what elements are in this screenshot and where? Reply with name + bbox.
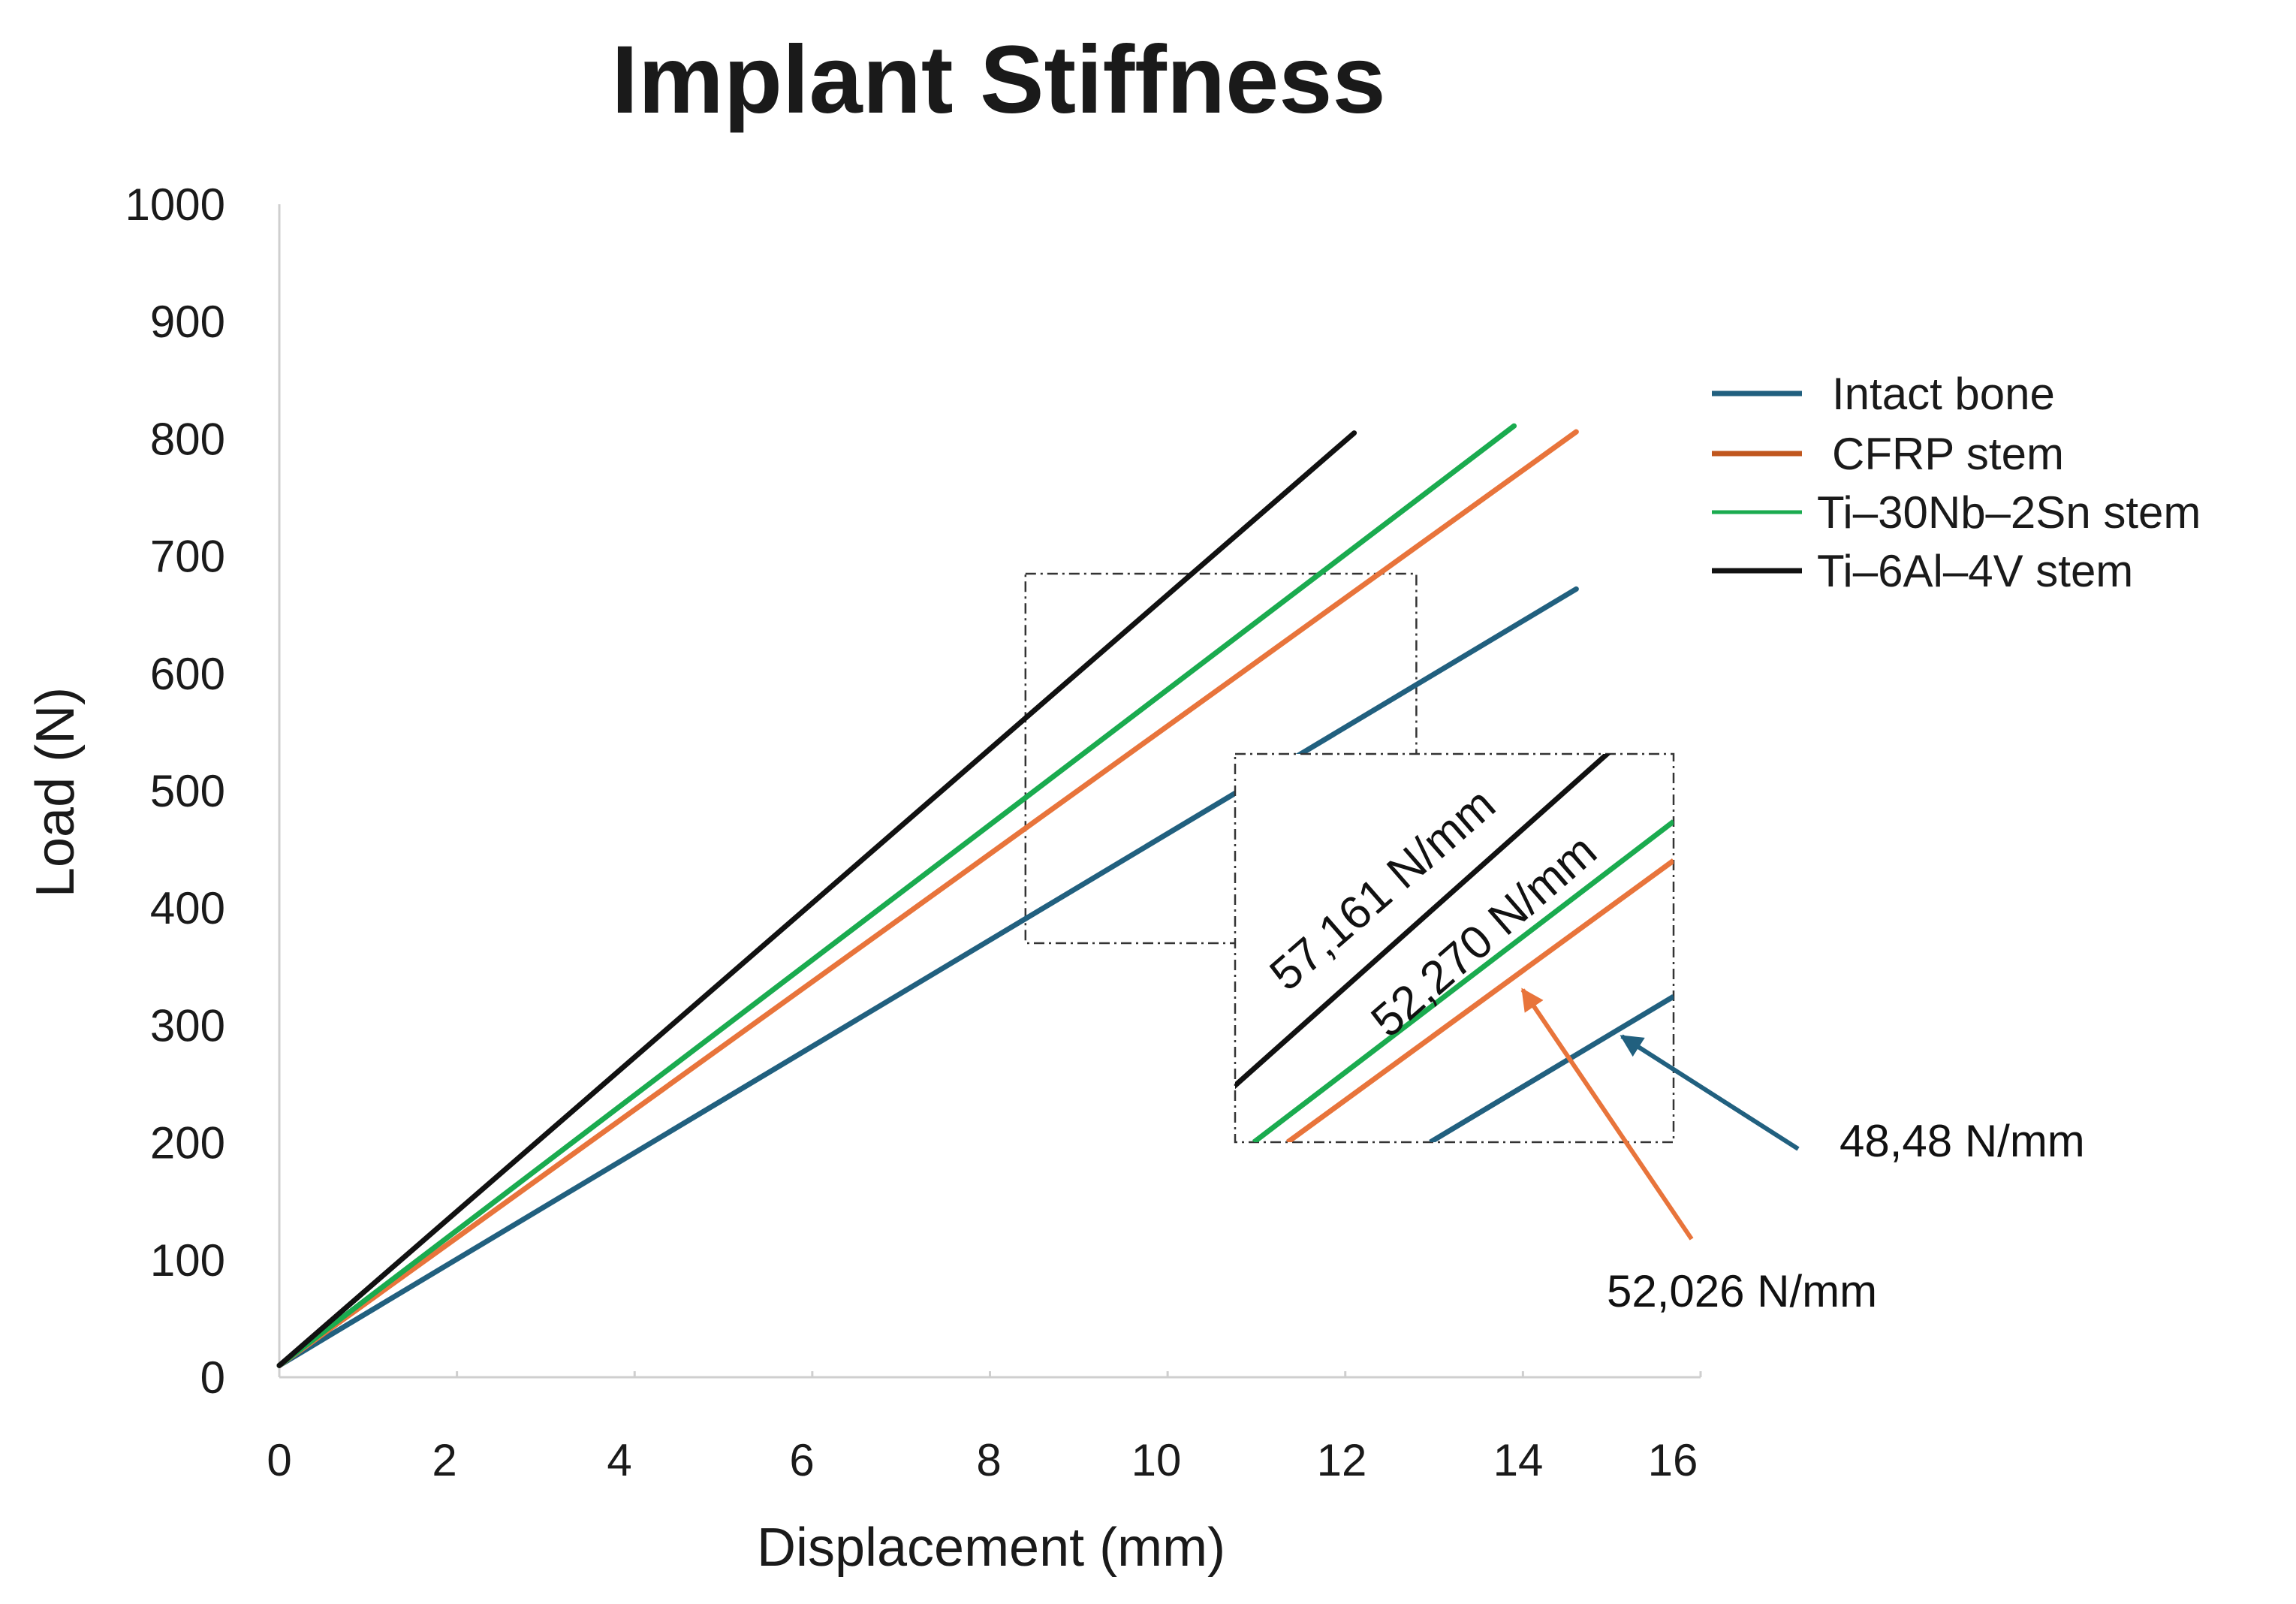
legend-label-3: Ti–6Al–4V stem	[1817, 546, 2133, 596]
axes: 0 100 200 300 400 500 600 700 800 900 1000 0 2 4 6 8 10 1…	[125, 179, 1702, 1485]
cfrp-stiffness-label: 52,026 N/mm	[1607, 1266, 1877, 1316]
x-tick-label: 10	[1131, 1435, 1182, 1485]
inset-lines	[1235, 754, 1674, 1142]
y-tick-label: 400	[150, 883, 225, 933]
y-tick-label: 600	[150, 649, 225, 699]
legend-label-0: Intact bone	[1832, 369, 2055, 419]
legend-label-2: Ti–30Nb–2Sn stem	[1817, 487, 2201, 538]
y-tick-label: 1000	[125, 179, 225, 230]
y-tick-label: 300	[150, 1000, 225, 1051]
y-tick-label: 500	[150, 766, 225, 816]
intact-bone-arrow	[1620, 1034, 1800, 1151]
inset-line-1	[1252, 819, 1674, 1142]
x-tick-label: 2	[432, 1435, 456, 1485]
series-lines	[276, 423, 1579, 1368]
y-tick-label: 900	[150, 297, 225, 347]
series-line-0	[276, 586, 1579, 1368]
series-line-2	[276, 423, 1517, 1368]
series-line-1	[276, 429, 1579, 1368]
inset-frame	[1234, 752, 1675, 1144]
inset-line-2	[1285, 858, 1674, 1142]
legend-label-1: CFRP stem	[1832, 429, 2064, 479]
x-tick-label: 0	[267, 1435, 291, 1485]
x-tick-label: 14	[1493, 1435, 1544, 1485]
series-line-3	[276, 430, 1357, 1368]
chart-title: Implant Stiffness	[611, 26, 1385, 134]
legend: Intact bone CFRP stem Ti–30Nb–2Sn stem Ti–6…	[1712, 369, 2201, 596]
inset-line-3	[1429, 993, 1674, 1142]
x-tick-label: 8	[976, 1435, 1001, 1485]
inset-line-0	[1235, 754, 1611, 1090]
y-tick-label: 200	[150, 1118, 225, 1168]
x-tick-label: 16	[1648, 1435, 1698, 1485]
y-tick-label: 0	[200, 1352, 225, 1403]
y-tick-label: 800	[150, 414, 225, 464]
x-tick-label: 6	[789, 1435, 814, 1485]
annotation-arrows	[1520, 987, 1800, 1241]
y-tick-label: 700	[150, 532, 225, 582]
x-tick-label: 4	[607, 1435, 631, 1485]
y-axis-label: Load (N)	[26, 687, 86, 897]
x-axis-label: Displacement (mm)	[757, 1518, 1225, 1578]
y-tick-label: 100	[150, 1235, 225, 1286]
intact-bone-stiffness-label: 48,48 N/mm	[1840, 1116, 2085, 1166]
x-tick-label: 12	[1317, 1435, 1367, 1485]
cfrp-arrow	[1520, 987, 1694, 1241]
